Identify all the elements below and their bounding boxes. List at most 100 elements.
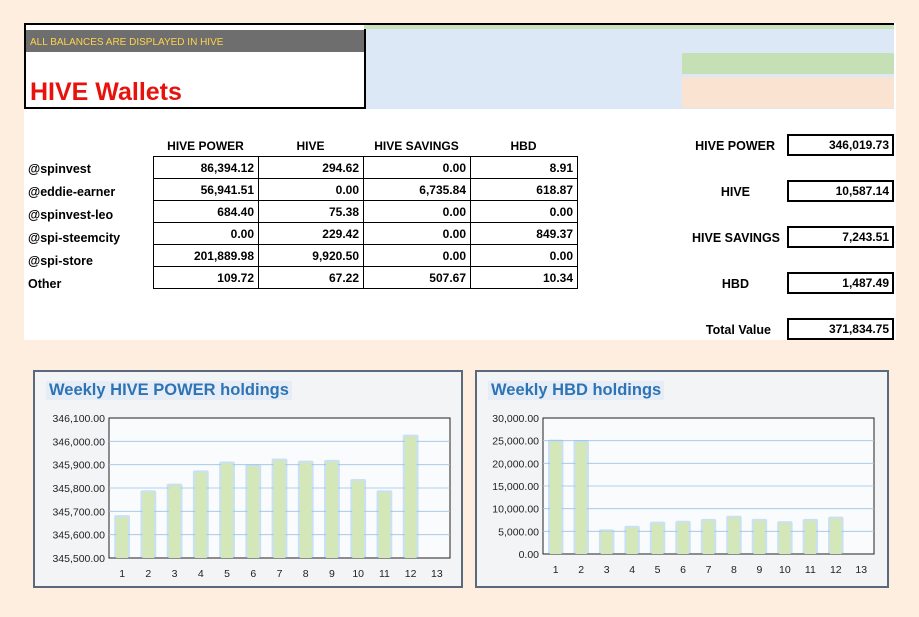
bar (702, 520, 715, 554)
bar (779, 523, 791, 554)
table-cell: 294.62 (258, 156, 364, 179)
bar (299, 462, 312, 558)
chart-title: Weekly HIVE POWER holdings (46, 381, 292, 400)
y-tick-label: 0.00 (519, 549, 540, 561)
x-tick-label: 5 (224, 568, 230, 580)
bar (378, 492, 391, 558)
bar (626, 527, 638, 554)
bar (273, 460, 286, 558)
y-tick-label: 345,700.00 (52, 506, 105, 518)
table-row: 86,394.12 294.62 0.00 8.91 (153, 156, 578, 179)
bar (404, 436, 417, 558)
x-tick-label: 3 (604, 564, 610, 576)
account-label: @spinvest (28, 162, 91, 176)
x-tick-label: 9 (757, 564, 763, 576)
table-cell: 201,889.98 (153, 244, 259, 267)
x-tick-label: 5 (655, 564, 661, 576)
table-cell: 229.42 (258, 222, 364, 245)
bar (142, 492, 155, 558)
y-tick-label: 345,500.00 (52, 553, 105, 565)
table-row: 684.40 75.38 0.00 0.00 (153, 200, 578, 223)
y-tick-label: 346,000.00 (52, 436, 105, 448)
table-cell: 67.22 (258, 266, 364, 289)
x-tick-label: 4 (198, 568, 204, 580)
account-label: @spi-store (28, 254, 93, 268)
summary-value-hbd: 1,487.49 (787, 272, 894, 294)
column-header-hive-power: HIVE POWER (167, 139, 244, 153)
x-tick-label: 10 (779, 564, 791, 576)
hbd-plot: 0.00 5,000.00 10,000.00 15,000.00 20,000.00 2… (492, 413, 875, 576)
table-cell: 56,941.51 (153, 178, 259, 201)
hbd-chart: Weekly HBD holdings 0.00 5,000.00 10,000.0… (475, 370, 889, 588)
summary-value-hive: 10,587.14 (787, 180, 894, 202)
y-tick-label: 10,000.00 (492, 504, 539, 516)
account-label: @eddie-earner (28, 185, 116, 199)
summary-label-total-value: Total Value (705, 323, 771, 337)
x-tick-label: 1 (119, 568, 125, 580)
x-tick-label: 2 (578, 564, 584, 576)
account-label: Other (28, 277, 62, 291)
x-tick-label: 11 (379, 568, 390, 580)
bar (677, 522, 689, 554)
table-cell: 8.91 (470, 156, 578, 179)
y-tick-label: 345,900.00 (52, 460, 105, 472)
account-label: @spinvest-leo (28, 208, 114, 222)
bar (550, 441, 562, 554)
x-tick-label: 8 (731, 564, 737, 576)
x-tick-label: 11 (805, 564, 816, 576)
hive-power-plot: 345,500.00 345,600.00 345,700.00 345,800.00… (52, 413, 451, 580)
account-label: @spi-steemcity (28, 231, 121, 245)
bar (221, 463, 233, 558)
y-tick-label: 345,800.00 (52, 483, 105, 495)
table-cell: 6,735.84 (363, 178, 471, 201)
table-row: 0.00 229.42 0.00 849.37 (153, 222, 578, 245)
y-tick-label: 5,000.00 (498, 526, 539, 538)
table-cell: 75.38 (258, 200, 364, 223)
x-tick-label: 12 (830, 564, 842, 576)
table-cell: 0.00 (258, 178, 364, 201)
table-cell: 684.40 (153, 200, 259, 223)
x-tick-label: 6 (250, 568, 256, 580)
bar (728, 517, 740, 554)
table-cell: 0.00 (363, 156, 471, 179)
y-tick-label: 346,100.00 (52, 413, 105, 425)
x-tick-label: 9 (329, 568, 335, 580)
table-row: 56,941.51 0.00 6,735.84 618.87 (153, 178, 578, 201)
column-header-hive: HIVE (296, 139, 325, 153)
header-panel-stripe (364, 25, 894, 29)
bar (194, 472, 207, 558)
y-tick-label: 20,000.00 (492, 458, 539, 470)
page-title: HIVE Wallets (30, 78, 182, 106)
table-row: 201,889.98 9,920.50 0.00 0.00 (153, 244, 578, 267)
bar (830, 518, 842, 554)
table-cell: 10.34 (470, 266, 578, 289)
header-orange-cell (682, 77, 894, 108)
banner-text: ALL BALANCES ARE DISPLAYED IN HIVE (30, 37, 224, 48)
x-tick-label: 2 (145, 568, 151, 580)
y-tick-label: 25,000.00 (492, 436, 539, 448)
table-cell: 0.00 (153, 222, 259, 245)
x-tick-label: 7 (706, 564, 712, 576)
y-tick-label: 15,000.00 (492, 481, 539, 493)
bar (326, 461, 338, 558)
x-tick-label: 13 (431, 568, 443, 580)
x-tick-label: 8 (303, 568, 309, 580)
x-tick-label: 7 (277, 568, 283, 580)
table-cell: 618.87 (470, 178, 578, 201)
table-cell: 0.00 (363, 222, 471, 245)
table-cell: 86,394.12 (153, 156, 259, 179)
summary-label-hive: HIVE (720, 185, 750, 199)
summary-label-hbd: HBD (721, 277, 749, 291)
y-tick-label: 345,600.00 (52, 530, 105, 542)
x-tick-label: 12 (405, 568, 417, 580)
column-header-hbd: HBD (510, 139, 537, 153)
chart-title: Weekly HBD holdings (488, 381, 665, 400)
column-header-hive-savings: HIVE SAVINGS (374, 139, 459, 153)
bar (753, 520, 766, 554)
table-cell: 0.00 (363, 244, 471, 267)
table-row: 109.72 67.22 507.67 10.34 (153, 266, 578, 289)
bar (804, 520, 817, 554)
summary-label-hive-power: HIVE POWER (695, 139, 775, 153)
x-tick-label: 10 (352, 568, 364, 580)
bar (600, 531, 613, 554)
